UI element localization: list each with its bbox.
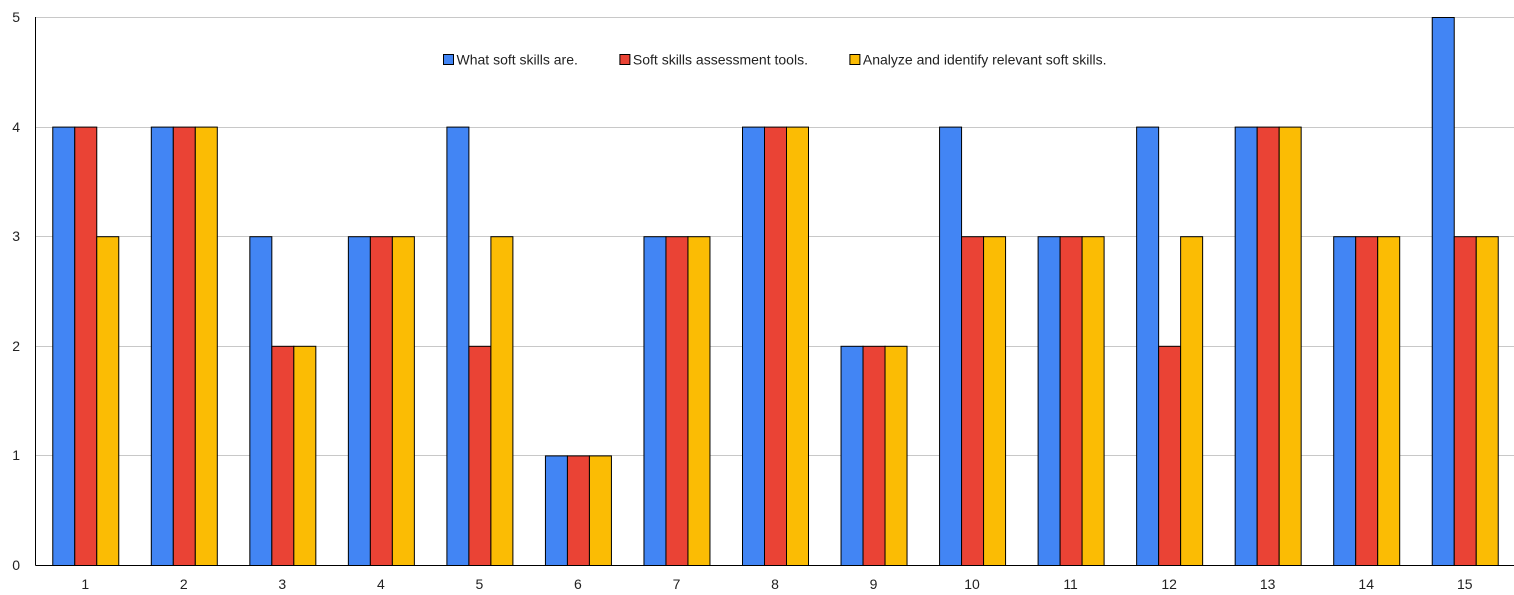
bar-3-5 — [490, 236, 514, 566]
x-tick-label: 7 — [673, 576, 681, 592]
bar-2-11 — [1059, 236, 1083, 566]
bar-2-15 — [1453, 236, 1477, 566]
legend-swatch — [443, 54, 454, 65]
bar-1-13 — [1234, 126, 1258, 566]
bar-2-4 — [369, 236, 393, 566]
bar-3-9 — [884, 345, 908, 566]
legend-item-1: What soft skills are. — [443, 52, 578, 68]
bar-2-7 — [665, 236, 689, 566]
bar-2-9 — [862, 345, 886, 566]
bars — [52, 17, 1499, 566]
legend-label: What soft skills are. — [457, 52, 578, 68]
bar-1-8 — [742, 126, 765, 566]
x-tick-label: 5 — [476, 576, 484, 592]
bar-3-8 — [786, 126, 809, 566]
x-tick-label: 1 — [81, 576, 89, 592]
bar-1-1 — [52, 126, 76, 566]
bar-3-7 — [687, 236, 711, 566]
bar-3-3 — [293, 345, 317, 566]
legend-swatch — [619, 54, 631, 65]
legend-swatch — [849, 54, 861, 65]
bar-2-5 — [468, 345, 492, 566]
y-tick-label: 1 — [12, 447, 20, 463]
legend-label: Soft skills assessment tools. — [633, 52, 808, 68]
y-tick-label: 2 — [12, 338, 20, 354]
bar-1-7 — [643, 236, 667, 566]
bar-3-2 — [194, 126, 218, 566]
bar-1-15 — [1431, 17, 1455, 566]
x-tick-label: 15 — [1457, 576, 1473, 592]
bar-3-15 — [1475, 236, 1499, 566]
bar-1-14 — [1333, 236, 1357, 566]
bar-3-13 — [1278, 126, 1302, 566]
x-tick-label: 6 — [574, 576, 582, 592]
x-tick-label: 2 — [180, 576, 188, 592]
bar-1-2 — [150, 126, 174, 566]
bar-2-1 — [74, 126, 98, 566]
legend-item-3: Analyze and identify relevant soft skill… — [849, 52, 1107, 68]
x-tick-label: 10 — [964, 576, 980, 592]
bar-1-10 — [939, 126, 963, 566]
y-tick-label: 0 — [12, 557, 20, 573]
bar-1-6 — [544, 455, 568, 566]
bar-2-8 — [764, 126, 787, 566]
y-tick-label: 3 — [12, 228, 20, 244]
y-tick-label: 5 — [12, 9, 20, 25]
x-tick-label: 11 — [1063, 576, 1078, 592]
x-tick-label: 12 — [1161, 576, 1177, 592]
x-tick-label: 3 — [278, 576, 286, 592]
bar-2-2 — [172, 126, 196, 566]
legend-label: Analyze and identify relevant soft skill… — [863, 52, 1107, 68]
y-tick-label: 4 — [12, 119, 20, 135]
bar-1-5 — [446, 126, 470, 566]
bar-2-3 — [271, 345, 295, 566]
bar-1-11 — [1037, 236, 1061, 566]
x-tick-label: 9 — [870, 576, 878, 592]
bar-3-11 — [1081, 236, 1105, 566]
bar-1-9 — [840, 345, 864, 566]
bar-2-6 — [566, 455, 590, 566]
bar-3-12 — [1180, 236, 1204, 566]
x-tick-label: 4 — [377, 576, 385, 592]
legend: What soft skills are. Soft skills assessm… — [443, 52, 1107, 68]
bar-2-12 — [1158, 345, 1182, 566]
bar-1-4 — [347, 236, 371, 566]
bar-2-13 — [1256, 126, 1280, 566]
bar-3-10 — [983, 236, 1007, 566]
bar-3-14 — [1377, 236, 1401, 566]
bar-2-10 — [961, 236, 985, 566]
legend-item-2: Soft skills assessment tools. — [619, 52, 808, 68]
x-tick-label: 14 — [1358, 576, 1374, 592]
bar-2-14 — [1355, 236, 1379, 566]
bar-3-1 — [96, 236, 120, 566]
bar-1-12 — [1136, 126, 1160, 566]
x-tick-label: 13 — [1260, 576, 1276, 592]
bar-3-4 — [391, 236, 415, 566]
x-tick-label: 8 — [771, 576, 779, 592]
bar-3-6 — [588, 455, 612, 566]
bar-1-3 — [249, 236, 273, 566]
